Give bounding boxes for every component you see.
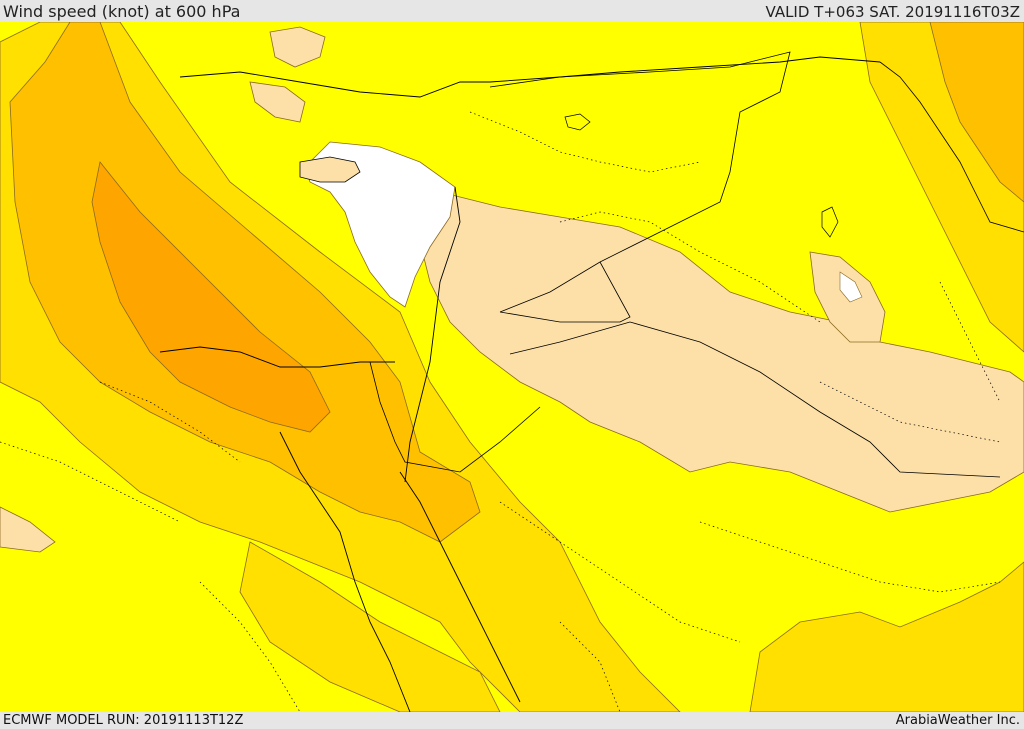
light-region-north xyxy=(269,26,326,68)
border-iraq-saudi xyxy=(629,321,1001,478)
se-band-moderate xyxy=(749,561,1024,712)
light-region-sw xyxy=(0,506,56,553)
calm-spot-east xyxy=(839,271,863,303)
border-jordan xyxy=(499,261,631,323)
valid-time: VALID T+063 SAT. 20191116T03Z xyxy=(765,3,1020,21)
footer-bar: ECMWF MODEL RUN: 20191113T12Z ArabiaWeat… xyxy=(0,712,1024,729)
borders-dotted xyxy=(0,111,1001,712)
border-iran xyxy=(879,61,1024,233)
calm-region xyxy=(304,141,456,308)
borders-solid xyxy=(369,51,1024,478)
coastline-egypt xyxy=(159,346,395,368)
coastlines xyxy=(159,56,881,712)
light-region-small xyxy=(249,81,306,123)
coastline-redsea-west xyxy=(279,431,411,712)
coastline-levant xyxy=(404,186,461,483)
jet-band-stronger xyxy=(91,161,331,433)
border-egypt-sudan xyxy=(369,361,541,473)
coastline-redsea-east xyxy=(399,471,521,703)
wind-speed-map xyxy=(0,22,1024,712)
coastline-turkey xyxy=(179,56,881,98)
border-saudi-jordan xyxy=(509,321,631,355)
model-run-label: ECMWF MODEL RUN: 20191113T12Z xyxy=(3,713,244,728)
credit-label: ArabiaWeather Inc. xyxy=(895,713,1020,728)
light-region-east xyxy=(419,191,1024,513)
header-bar: Wind speed (knot) at 600 hPa VALID T+063… xyxy=(0,0,1024,22)
map-title: Wind speed (knot) at 600 hPa xyxy=(3,2,241,21)
cyprus xyxy=(299,156,361,183)
south-band-moderate xyxy=(239,541,501,712)
lake-van xyxy=(564,113,591,131)
ne-band-strong xyxy=(929,22,1024,203)
lake-urmia xyxy=(821,206,839,238)
